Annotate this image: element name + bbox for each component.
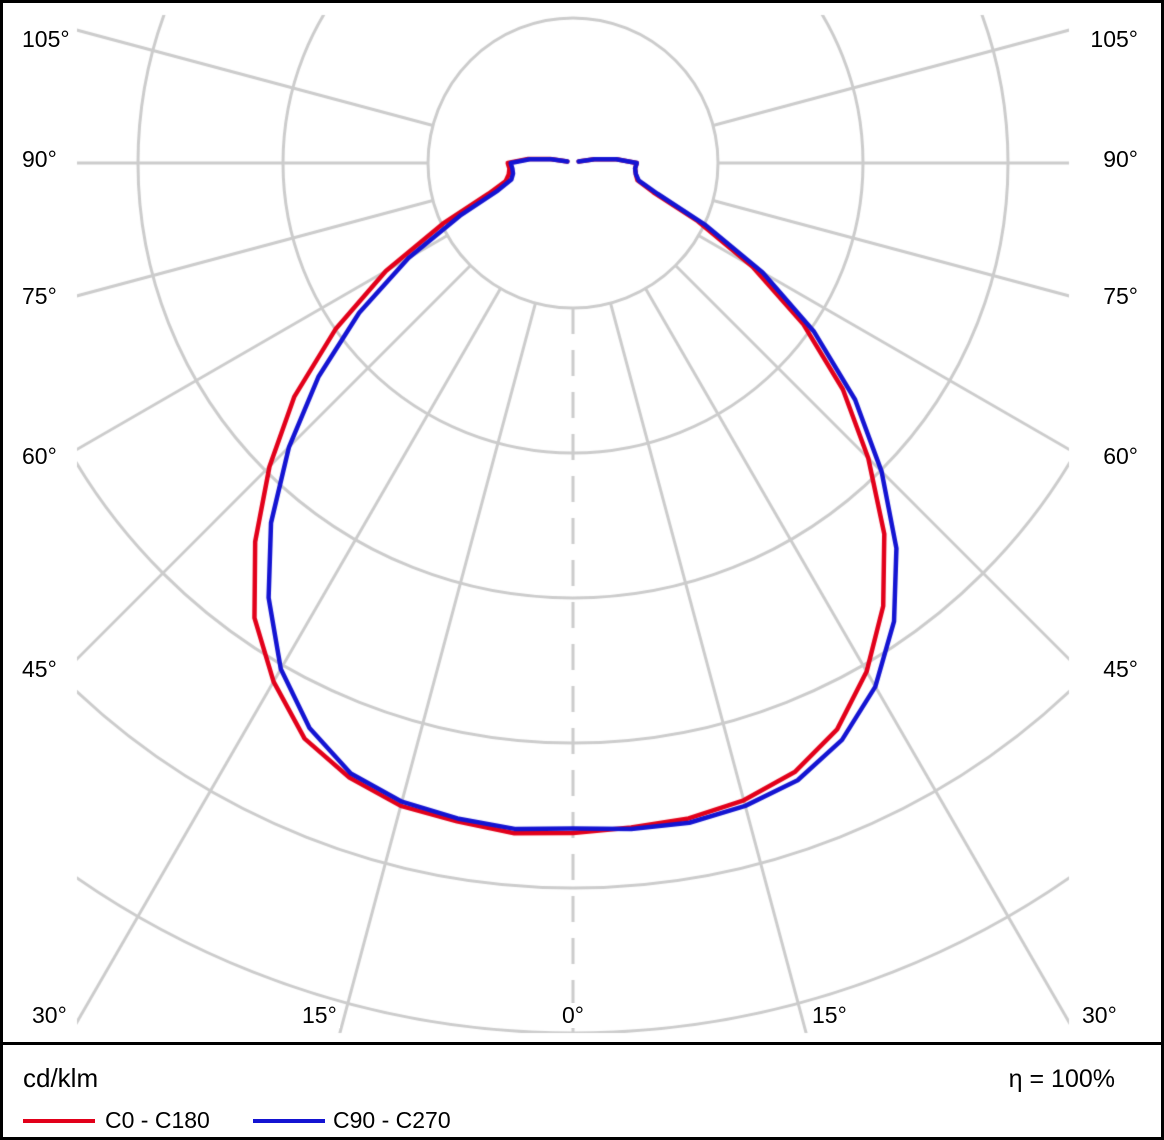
gamma-label-bottom-15-left: 15° <box>299 1002 340 1029</box>
gamma-label-right-60: 60° <box>1100 443 1141 470</box>
gamma-label-right-90: 90° <box>1100 146 1141 173</box>
gamma-label-left-45: 45° <box>19 656 60 683</box>
gamma-label-bottom-15-right: 15° <box>809 1002 850 1029</box>
units-label: cd/klm <box>23 1063 99 1093</box>
gamma-label-left-105: 105° <box>19 26 73 53</box>
legend-label-c90-c270: C90 - C270 <box>333 1107 451 1133</box>
gamma-label-left-90: 90° <box>19 146 60 173</box>
gamma-label-bottom-30-right: 30° <box>1079 1002 1120 1029</box>
gamma-label-right-75: 75° <box>1100 283 1141 310</box>
efficiency-label: η = 100% <box>1008 1065 1115 1093</box>
gamma-label-bottom-30-left: 30° <box>29 1002 70 1029</box>
gamma-label-bottom-0: 0° <box>559 1002 587 1029</box>
polar-intensity-chart-canvas <box>3 3 1161 1137</box>
gamma-label-right-105: 105° <box>1087 26 1141 53</box>
plot-footer-divider <box>3 1042 1161 1045</box>
legend-line-c0-c180 <box>23 1119 95 1123</box>
gamma-label-left-60: 60° <box>19 443 60 470</box>
legend-label-c0-c180: C0 - C180 <box>105 1107 210 1133</box>
gamma-label-left-75: 75° <box>19 283 60 310</box>
gamma-label-right-45: 45° <box>1100 656 1141 683</box>
legend-line-c90-c270 <box>253 1119 325 1123</box>
